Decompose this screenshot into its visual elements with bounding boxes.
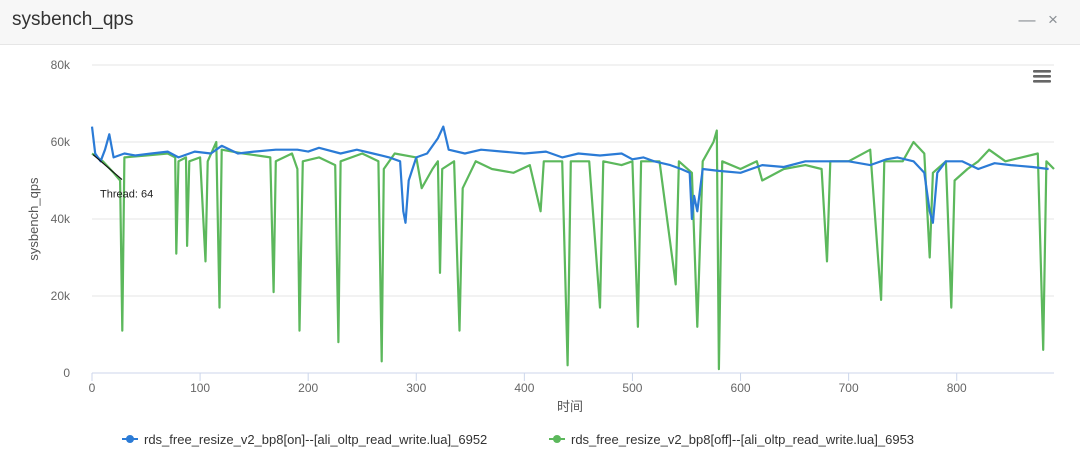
- y-tick-label: 60k: [51, 135, 71, 149]
- grid-lines: [92, 64, 1054, 297]
- y-tick-label: 20k: [51, 289, 71, 303]
- x-tick-label: 0: [89, 381, 96, 395]
- legend-label: rds_free_resize_v2_bp8[off]--[ali_oltp_r…: [571, 432, 914, 447]
- annotation-label: Thread: 64: [100, 189, 153, 201]
- close-icon[interactable]: ×: [1048, 10, 1058, 29]
- series-layer: [90, 125, 1055, 371]
- annotation-layer: Thread: 64: [92, 154, 153, 201]
- axes: 0 20k 40k 60k 80k 0 100 200 300 400 500 600 700 800 时间…: [26, 58, 1054, 414]
- series-line: [90, 125, 1049, 224]
- chart-area: 0 20k 40k 60k 80k 0 100 200 300 400 500 600 700 800 时间…: [26, 58, 1055, 447]
- x-tick-label: 500: [622, 381, 642, 395]
- x-tick-label: 300: [406, 381, 426, 395]
- y-axis-title: sysbench_qps: [26, 177, 41, 261]
- hamburger-menu-icon[interactable]: [1033, 70, 1051, 83]
- minimize-icon[interactable]: —: [1018, 10, 1036, 29]
- x-axis-title: 时间: [557, 399, 583, 414]
- x-tick-label: 700: [839, 381, 859, 395]
- panel-title: sysbench_qps: [12, 9, 134, 30]
- x-tick-label: 400: [514, 381, 534, 395]
- x-tick-label: 200: [298, 381, 318, 395]
- y-tick-label: 0: [63, 366, 70, 380]
- legend-item[interactable]: rds_free_resize_v2_bp8[off]--[ali_oltp_r…: [549, 432, 914, 447]
- legend[interactable]: rds_free_resize_v2_bp8[on]--[ali_oltp_re…: [122, 432, 914, 447]
- y-tick-label: 80k: [51, 58, 71, 72]
- legend-item[interactable]: rds_free_resize_v2_bp8[on]--[ali_oltp_re…: [122, 432, 487, 447]
- series-line: [91, 129, 1055, 371]
- annotation-connector: [92, 154, 123, 181]
- x-tick-label: 600: [731, 381, 751, 395]
- legend-marker-symbol: [553, 435, 561, 443]
- legend-marker-symbol: [126, 435, 134, 443]
- legend-label: rds_free_resize_v2_bp8[on]--[ali_oltp_re…: [144, 432, 487, 447]
- y-tick-label: 40k: [51, 212, 71, 226]
- x-tick-label: 800: [947, 381, 967, 395]
- panel-header: sysbench_qps — ×: [0, 0, 1080, 45]
- x-tick-label: 100: [190, 381, 210, 395]
